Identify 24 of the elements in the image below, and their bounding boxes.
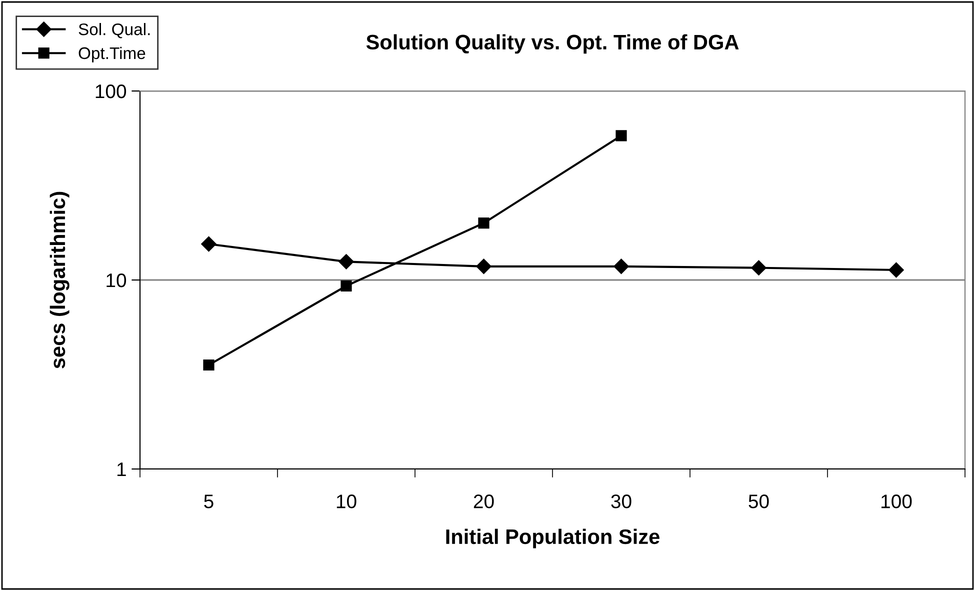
y-tick-label: 10	[106, 273, 126, 288]
x-tick-label: 50	[748, 494, 769, 508]
point	[340, 280, 352, 292]
y-tick-label: 1	[117, 462, 126, 476]
point	[616, 130, 627, 142]
point	[203, 359, 214, 371]
x-tick-label: 100	[882, 494, 912, 508]
x-axis-title: Initial Population Size	[446, 528, 660, 548]
chart-title: Solution Quality vs. Opt. Time of DGA	[366, 34, 739, 54]
point	[888, 262, 904, 278]
x-tick-label: 20	[474, 494, 494, 508]
point	[476, 258, 492, 274]
x-tick-label: 10	[336, 494, 356, 508]
x-tick-label: 30	[611, 494, 632, 508]
point	[614, 258, 629, 274]
y-tick-label: 100	[96, 84, 126, 98]
point	[478, 218, 490, 229]
legend-label: Sol. Qual.	[78, 23, 150, 38]
point	[201, 236, 216, 252]
legend-label: Opt.Time	[78, 46, 146, 62]
point	[751, 260, 766, 276]
y-axis-title: secs (logarithmic)	[50, 192, 70, 368]
x-tick-label: 5	[204, 494, 214, 508]
point	[338, 254, 354, 270]
